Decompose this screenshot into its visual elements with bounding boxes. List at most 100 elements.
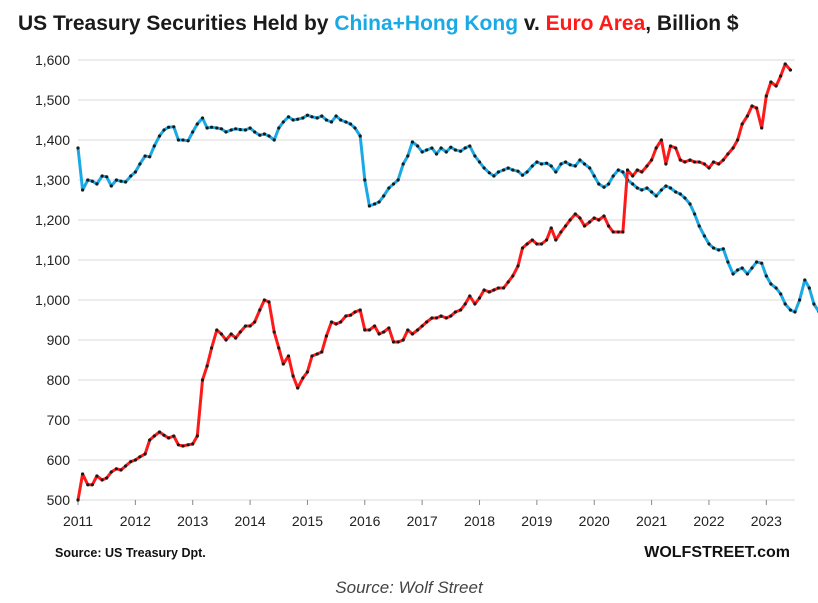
euro-point (449, 314, 453, 318)
euro-point (324, 334, 328, 338)
brand-logo: WOLFSTREET.com (644, 544, 790, 561)
euro-point (549, 226, 553, 230)
china-point (664, 184, 668, 188)
euro-point (420, 324, 424, 328)
title-part-3: Euro Area (546, 12, 646, 35)
euro-point (339, 320, 343, 324)
china-point (568, 163, 572, 167)
euro-point (496, 286, 500, 290)
euro-point (363, 328, 367, 332)
x-tick-label: 2014 (235, 513, 266, 529)
euro-point (611, 230, 615, 234)
china-point (348, 122, 353, 126)
euro-point (124, 464, 128, 468)
euro-point (90, 483, 94, 487)
euro-point (416, 328, 420, 332)
image-caption: Source: Wolf Street (335, 578, 483, 597)
title-part-1: China+Hong Kong (334, 12, 518, 35)
euro-point (444, 316, 448, 320)
x-tick-label: 2019 (521, 513, 552, 529)
china-point (200, 116, 205, 120)
euro-point (764, 94, 768, 98)
china-point (468, 144, 472, 148)
y-tick-label: 1,300 (35, 172, 70, 188)
euro-point (114, 467, 118, 471)
china-point (683, 196, 687, 200)
euro-point (645, 164, 649, 168)
euro-point (353, 310, 357, 314)
china-point (119, 179, 123, 183)
china-point (243, 128, 248, 132)
china-point (506, 166, 510, 170)
euro-point (243, 324, 248, 328)
china-point (736, 268, 740, 272)
china-point (373, 202, 377, 206)
euro-point (191, 442, 195, 446)
china-point (95, 182, 99, 186)
china-point (621, 170, 625, 174)
x-tick-label: 2022 (693, 513, 724, 529)
euro-point (86, 483, 90, 487)
china-point (520, 173, 525, 177)
china-point (516, 169, 520, 173)
euro-point (105, 476, 109, 480)
euro-point (616, 230, 620, 234)
y-tick-label: 1,500 (35, 92, 70, 108)
china-point (90, 179, 94, 183)
china-point (253, 130, 257, 134)
euro-point (674, 146, 678, 150)
china-point (262, 132, 266, 136)
euro-point (301, 376, 305, 380)
china-point (229, 128, 233, 132)
euro-point (459, 308, 463, 312)
x-tick-label: 2012 (120, 513, 151, 529)
china-point (492, 174, 496, 178)
euro-point (520, 246, 525, 250)
euro-point (162, 433, 166, 437)
euro-point (668, 144, 673, 148)
china-point (459, 149, 463, 153)
euro-point (210, 346, 214, 350)
china-point (750, 266, 754, 270)
euro-point (109, 470, 113, 474)
china-point (755, 260, 759, 264)
euro-point (597, 218, 601, 222)
euro-point (711, 160, 716, 164)
china-point (310, 115, 314, 119)
euro-point (482, 288, 486, 292)
euro-point (774, 84, 778, 88)
y-tick-label: 700 (47, 412, 71, 428)
euro-point (659, 138, 664, 142)
euro-point (258, 308, 262, 312)
euro-point (143, 452, 147, 456)
euro-point (602, 214, 606, 218)
china-point (172, 125, 176, 129)
china-point (344, 120, 348, 124)
euro-point (248, 324, 252, 328)
china-point (564, 160, 568, 164)
euro-point (707, 166, 711, 170)
china-point (129, 174, 133, 178)
china-point (267, 134, 271, 138)
euro-point (286, 354, 291, 358)
euro-point (253, 320, 257, 324)
euro-point (693, 160, 697, 164)
y-tick-label: 1,200 (35, 212, 70, 228)
china-point (367, 204, 371, 208)
euro-point (396, 340, 400, 344)
china-point (545, 161, 549, 165)
china-point (406, 154, 410, 158)
china-point (659, 188, 664, 192)
x-tick-label: 2018 (464, 513, 495, 529)
china-point (320, 114, 324, 118)
china-point (248, 126, 252, 130)
euro-point (262, 298, 266, 302)
china-point (496, 170, 500, 174)
chart-title: US Treasury Securities Held by China+Hon… (18, 12, 739, 35)
y-tick-label: 600 (47, 452, 71, 468)
euro-point (229, 332, 233, 336)
euro-point (157, 430, 162, 434)
china-point (530, 164, 534, 168)
china-point (382, 194, 386, 198)
